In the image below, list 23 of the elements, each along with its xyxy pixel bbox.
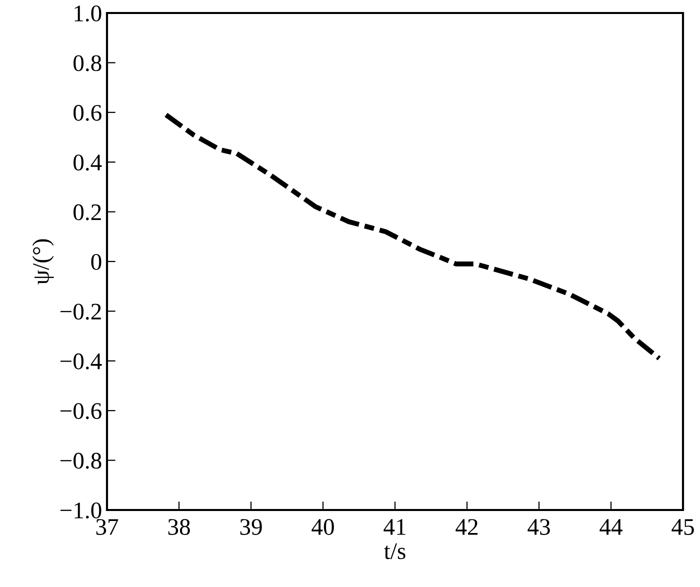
y-axis-title: ψ/(°) — [32, 239, 54, 284]
x-tick-label: 37 — [96, 519, 118, 535]
x-tick-label: 38 — [168, 519, 190, 535]
x-axis-title: t/s — [384, 543, 406, 560]
line-series — [164, 112, 662, 361]
x-tick-label: 44 — [600, 519, 622, 535]
x-tick-label: 40 — [312, 519, 334, 535]
x-tick-label: 39 — [240, 519, 262, 535]
x-tick-label: 42 — [456, 519, 478, 535]
y-tick-label: −0.6 — [60, 403, 102, 420]
x-tick-label: 41 — [384, 519, 406, 535]
y-tick-label: −0.4 — [60, 353, 102, 370]
y-tick-label: 0.8 — [74, 55, 102, 72]
y-tick-label: −0.2 — [60, 304, 101, 320]
y-tick-label: 0.4 — [74, 154, 102, 171]
y-tick-label: 1.0 — [74, 5, 102, 22]
y-tick-label: 0 — [91, 254, 102, 270]
y-tick-label: 0.2 — [74, 204, 101, 220]
x-tick-label: 45 — [672, 519, 694, 535]
y-tick-label: −0.8 — [60, 452, 102, 469]
y-tick-label: −1.0 — [60, 502, 102, 519]
x-tick-label: 43 — [528, 519, 550, 535]
y-tick-label: 0.6 — [74, 104, 102, 121]
